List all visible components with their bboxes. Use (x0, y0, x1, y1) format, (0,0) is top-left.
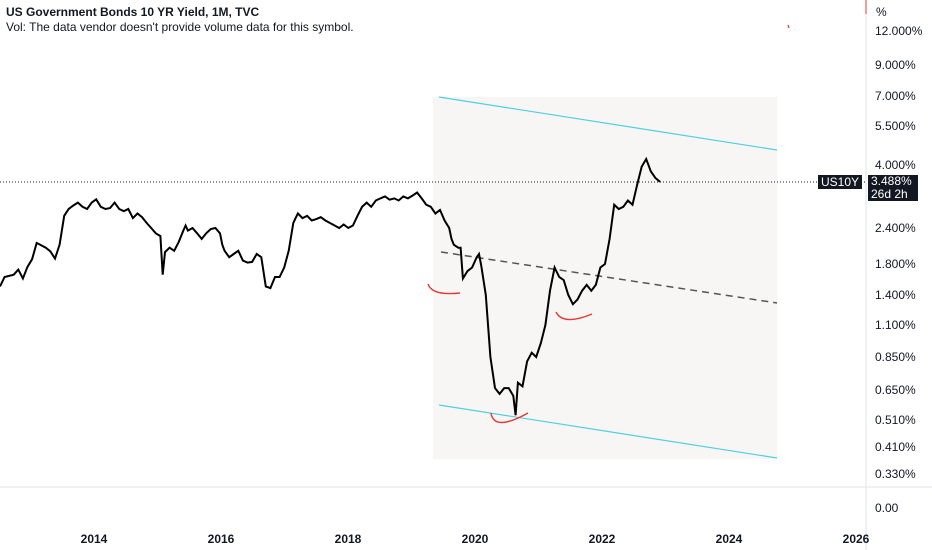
volume-note: Vol: The data vendor doesn't provide vol… (6, 20, 354, 34)
annotation-curve-bottom[interactable] (490, 412, 529, 424)
price-tick-label: 4.000% (875, 158, 916, 172)
annotation-curve-left[interactable] (427, 283, 461, 295)
bar-countdown-tag: 26d 2h (868, 188, 918, 201)
price-tick-label: 0.510% (875, 413, 916, 427)
time-tick-label: 2016 (208, 532, 235, 546)
chart-title: US Government Bonds 10 YR Yield, 1M, TVC (6, 5, 260, 19)
price-tick-label: 1.100% (875, 318, 916, 332)
time-tick-label: 2018 (335, 532, 362, 546)
annotation-curve-right[interactable] (555, 311, 593, 321)
time-tick-label: 2014 (81, 532, 108, 546)
price-axis-ticks[interactable]: 12.000% 9.000% 7.000% 5.500% 4.000% 2.400% 1.8… (875, 24, 923, 515)
price-tick-label: 9.000% (875, 58, 916, 72)
price-tick-label: 2.400% (875, 221, 916, 235)
last-price-tag: 3.488% (868, 175, 918, 188)
time-tick-label: 2024 (716, 532, 743, 546)
dashed-trend-line[interactable] (440, 251, 778, 304)
annotation-mark-top (787, 24, 790, 29)
shaded-region (433, 97, 777, 459)
price-tick-label: 0.850% (875, 350, 916, 364)
time-axis-ticks[interactable]: 2014 2016 2018 2020 2022 2024 2026 (81, 532, 870, 546)
time-tick-label: 2022 (589, 532, 616, 546)
channel-lower-line[interactable] (438, 404, 778, 459)
time-tick-label: 2020 (462, 532, 489, 546)
time-tick-label: 2026 (843, 532, 870, 546)
price-tick-label: 12.000% (875, 24, 923, 38)
channel-upper-line[interactable] (438, 96, 778, 151)
price-tick-label: 1.400% (875, 288, 916, 302)
price-tick-label: 7.000% (875, 89, 916, 103)
price-tick-label: 0.00 (875, 501, 899, 515)
price-tick-label: 5.500% (875, 119, 916, 133)
price-axis-unit: % (876, 5, 887, 19)
price-tick-label: 0.330% (875, 467, 916, 481)
symbol-tag: US10Y (818, 175, 863, 189)
price-tick-label: 0.410% (875, 440, 916, 454)
price-tick-label: 0.650% (875, 383, 916, 397)
series-line-us10y (0, 156, 661, 416)
chart-legend: US Government Bonds 10 YR Yield, 1M, TVC… (6, 5, 354, 35)
price-tick-label: 1.800% (875, 257, 916, 271)
